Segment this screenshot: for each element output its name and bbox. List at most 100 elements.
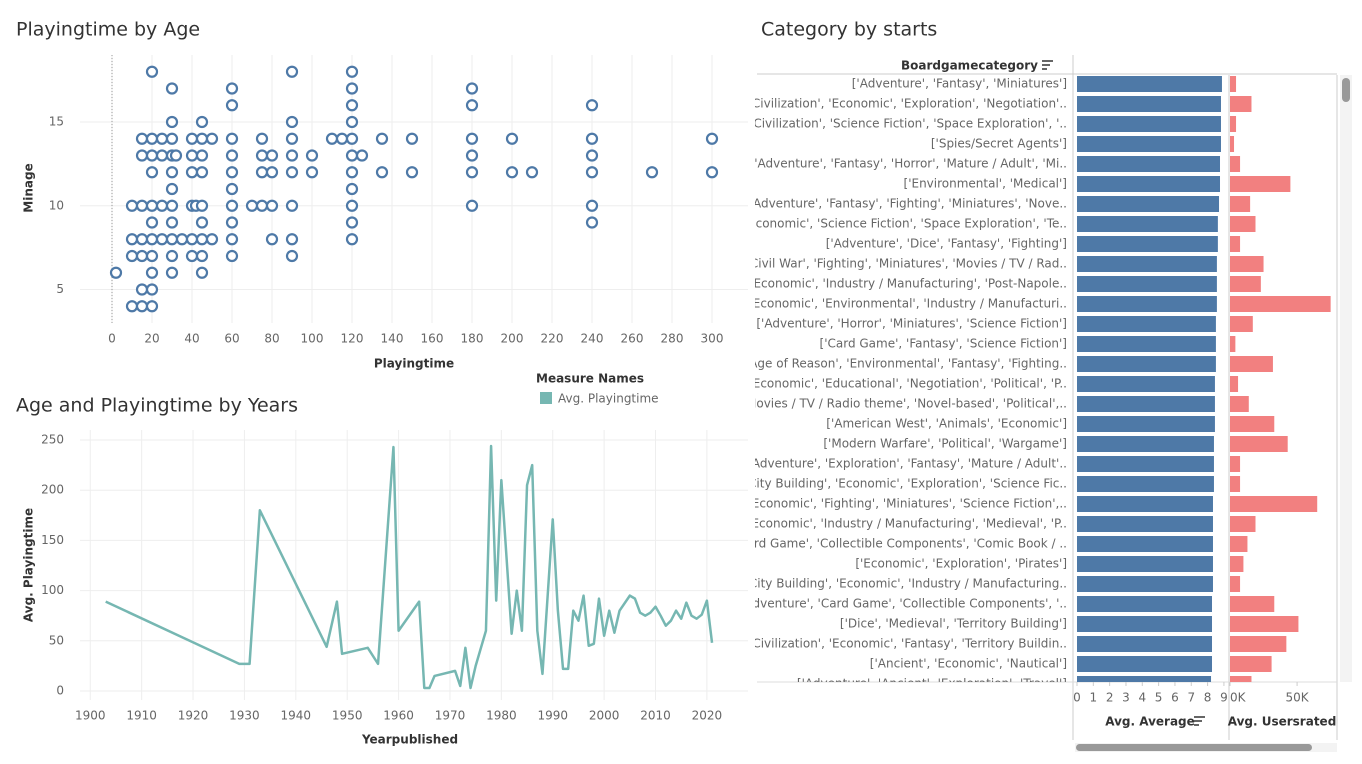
- category-label: ['Economic', 'Exploration', 'Pirates']: [855, 557, 1067, 571]
- bar: [1077, 116, 1221, 132]
- point: [225, 199, 239, 212]
- point: [165, 82, 179, 95]
- point: [465, 132, 479, 145]
- category-label: ['Civilization', 'Science Fiction', 'Spa…: [745, 117, 1067, 131]
- point: [285, 233, 299, 246]
- x-tick-label: 1960: [383, 709, 414, 723]
- scrollbar-thumb[interactable]: [1076, 744, 1312, 751]
- category-label: ['Adventure', 'Fantasy', 'Fighting', 'Mi…: [745, 197, 1067, 211]
- point: [185, 233, 199, 246]
- point: [345, 149, 359, 162]
- category-label: ['Movies / TV / Radio theme', 'Novel-bas…: [738, 397, 1067, 411]
- point: [225, 182, 239, 196]
- point: [345, 182, 359, 196]
- point: [165, 199, 179, 212]
- x-tick-label: 8: [1204, 691, 1212, 705]
- point: [465, 99, 479, 112]
- y-tick-label: 5: [56, 282, 64, 296]
- x-tick-label: 2020: [692, 709, 723, 723]
- bar: [1077, 156, 1221, 172]
- y-tick-label: 200: [41, 483, 64, 497]
- point: [135, 300, 149, 313]
- category-label: ['Adventure', 'Exploration', 'Fantasy', …: [744, 457, 1067, 471]
- bar: [1230, 356, 1273, 372]
- x-tick-label: 1940: [281, 709, 312, 723]
- bar: [1230, 276, 1261, 292]
- sort-icon[interactable]: [1042, 60, 1053, 70]
- point: [165, 166, 179, 179]
- category-label: ['Economic', 'Fighting', 'Miniatures', '…: [744, 497, 1067, 511]
- point: [125, 300, 139, 313]
- point: [165, 216, 179, 229]
- point: [255, 149, 269, 162]
- point: [145, 233, 159, 246]
- bar: [1077, 576, 1213, 592]
- point: [165, 266, 179, 279]
- category-label: ['Economic', 'Industry / Manufacturing',…: [745, 277, 1067, 291]
- x-tick-label: 2: [1106, 691, 1114, 705]
- point: [145, 283, 159, 296]
- bar: [1077, 196, 1220, 212]
- point: [145, 216, 159, 229]
- bar: [1230, 656, 1272, 672]
- rows: ['Adventure', 'Fantasy', 'Miniatures'] ['…: [737, 76, 1331, 691]
- bar: [1077, 236, 1218, 252]
- bar: [1230, 116, 1237, 132]
- point: [705, 166, 719, 179]
- category-label: ['Environmental', 'Medical']: [904, 177, 1067, 191]
- bar: [1230, 636, 1287, 652]
- bar: [1077, 596, 1213, 612]
- bar: [1230, 376, 1239, 392]
- bar: [1230, 676, 1252, 682]
- point: [205, 132, 219, 145]
- point: [145, 300, 159, 313]
- bar: [1077, 276, 1217, 292]
- category-label: ['Age of Reason', 'Environmental', 'Fant…: [741, 357, 1067, 371]
- legend-title: Measure Names: [536, 372, 644, 386]
- vertical-scrollbar[interactable]: [1340, 75, 1352, 682]
- bar: [1077, 676, 1212, 682]
- bar: [1077, 256, 1217, 272]
- category-label: ['Civil War', 'Fighting', 'Miniatures', …: [742, 257, 1067, 271]
- point: [195, 166, 209, 179]
- point: [265, 166, 279, 179]
- y-axis-label: Minage: [22, 163, 36, 212]
- x-tick-label: 0: [108, 332, 116, 346]
- bar: [1077, 396, 1215, 412]
- point: [345, 82, 359, 95]
- category-label: ['Economic', 'Environmental', 'Industry …: [745, 297, 1067, 311]
- point: [225, 233, 239, 246]
- point: [145, 132, 159, 145]
- x-tick-label: 140: [381, 332, 404, 346]
- x-tick-label: 200: [501, 332, 524, 346]
- point: [585, 199, 599, 212]
- x-tick-label: 260: [621, 332, 644, 346]
- bar: [1077, 496, 1213, 512]
- point: [465, 199, 479, 212]
- point: [355, 149, 369, 162]
- point: [405, 166, 419, 179]
- x-axis-label: Yearpublished: [361, 733, 458, 747]
- x-tick-label: 6: [1171, 691, 1179, 705]
- point: [225, 166, 239, 179]
- category-label: ['Adventure', 'Card Game', 'Collectible …: [737, 597, 1067, 611]
- x-tick-label: 120: [341, 332, 364, 346]
- bar: [1230, 296, 1331, 312]
- x-axis-label: Playingtime: [374, 357, 454, 371]
- scrollbar-thumb[interactable]: [1342, 78, 1350, 102]
- y-tick-label: 250: [41, 433, 64, 447]
- bar: [1230, 496, 1318, 512]
- bar: [1230, 196, 1251, 212]
- sort-icon[interactable]: [1194, 716, 1205, 726]
- x-tick-label: 1950: [332, 709, 363, 723]
- bar: [1077, 296, 1217, 312]
- bar: [1077, 316, 1216, 332]
- category-label: ['Economic', 'Industry / Manufacturing',…: [743, 517, 1067, 531]
- point: [305, 166, 319, 179]
- point: [145, 65, 159, 78]
- x-tick-label: 7: [1187, 691, 1195, 705]
- category-label: ['Adventure', 'Ancient', 'Exploration', …: [797, 677, 1067, 691]
- point: [285, 199, 299, 212]
- point: [155, 149, 169, 162]
